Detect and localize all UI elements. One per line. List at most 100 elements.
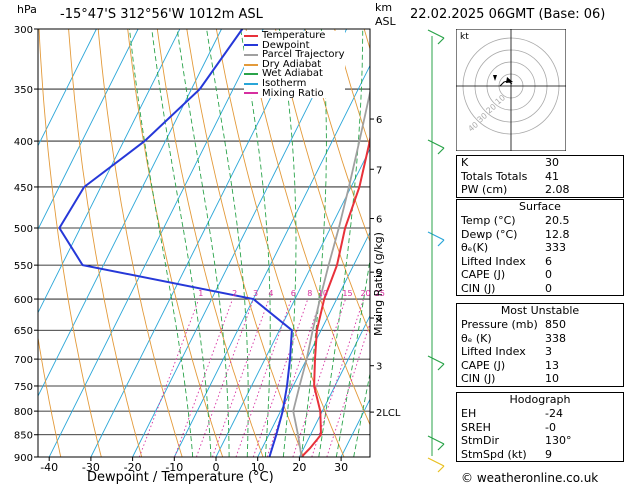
row-label: K <box>461 156 469 169</box>
dry-adiabat-line <box>156 29 264 457</box>
wet-adiabat-line <box>278 29 297 457</box>
table-title: Hodograph <box>509 393 571 406</box>
height-tick-label: 6 <box>376 115 382 126</box>
pressure-tick-label: 900 <box>14 453 33 464</box>
isotherm-line <box>38 29 97 147</box>
wind-barb <box>427 29 445 39</box>
table-row: Pressure (mb) 850 <box>457 318 623 332</box>
dewpoint-profile <box>58 29 293 457</box>
row-value: 20.5 <box>545 214 570 227</box>
isotherm-line <box>215 147 370 457</box>
hodograph: kt 10 20 30 40 <box>456 29 566 151</box>
wet-adiabat-line <box>335 257 370 457</box>
legend-item: Dry Adiabat <box>244 59 345 70</box>
temperature-tick-label: 20 <box>292 461 306 474</box>
row-value: 41 <box>545 169 559 183</box>
hodograph-table: Hodograph EH -24 SREH -0 StmDir 130° StmSpd (kt… <box>456 392 624 462</box>
height-tick-label: 7 <box>376 165 382 176</box>
row-value: 6 <box>545 254 552 268</box>
row-value: -0 <box>545 420 556 434</box>
pressure-tick-label: 650 <box>14 326 33 337</box>
pressure-tick-label: 550 <box>14 261 33 272</box>
row-value: 0 <box>545 281 552 295</box>
legend-swatch <box>244 53 258 56</box>
row-value: 2.08 <box>545 183 570 196</box>
legend-label: Isotherm <box>262 77 307 89</box>
hpa-unit-label: hPa <box>17 3 37 16</box>
pressure-tick-label: 700 <box>14 355 33 366</box>
mixing-ratio-line <box>174 298 234 457</box>
row-label: StmDir <box>461 434 500 447</box>
dry-adiabat-line <box>127 29 224 457</box>
table-row: EH -24 <box>457 407 623 421</box>
table-row: StmDir 130° <box>457 434 623 448</box>
wind-barb <box>437 363 445 371</box>
isotherm-line <box>257 231 370 457</box>
mixing-ratio-label: 15 <box>342 289 352 298</box>
row-value: 333 <box>545 241 566 254</box>
mixing-ratio-label: 4 <box>268 289 273 298</box>
pressure-tick-label: 350 <box>14 85 33 96</box>
temperature-tick-label: -30 <box>82 461 100 474</box>
location-title: -15°47'S 312°56'W 1012m ASL <box>60 7 263 22</box>
table-row: CAPE (J) 0 <box>457 268 623 282</box>
row-value: 13 <box>545 358 559 372</box>
row-label: Lifted Index <box>461 254 526 268</box>
temperature-tick-label: 0 <box>213 461 220 474</box>
row-label: EH <box>461 407 477 420</box>
height-tick-label: 2LCL <box>376 408 401 419</box>
legend-item: Dewpoint <box>244 40 345 51</box>
pressure-tick-label: 600 <box>14 295 33 306</box>
dry-adiabat-line <box>97 29 183 457</box>
height-tick-label: 4 <box>376 314 382 325</box>
wind-barb <box>437 37 445 45</box>
datetime-title: 22.02.2025 06GMT (Base: 06) <box>410 7 606 22</box>
pressure-tick-label: 400 <box>14 137 33 148</box>
legend-swatch <box>244 92 258 95</box>
wind-barb <box>427 435 445 445</box>
pressure-tick-label: 500 <box>14 224 33 235</box>
wet-adiabat-line <box>240 29 271 457</box>
table-row: Temp (°C) 20.5 <box>457 214 623 228</box>
mixing-ratio-line <box>138 298 200 457</box>
table-row: CAPE (J) 13 <box>457 359 623 373</box>
legend-swatch <box>244 44 258 47</box>
isotherm-line <box>132 29 348 457</box>
dry-adiabat-line <box>38 335 62 457</box>
row-label: Dewp (°C) <box>461 227 518 241</box>
row-value: 130° <box>545 434 572 447</box>
surface-table: Surface Temp (°C) 20.5 Dewp (°C) 12.8 θₑ(K) 33… <box>456 199 624 296</box>
table-row: θₑ(K) 333 <box>457 241 623 255</box>
dry-adiabat-line <box>68 29 143 457</box>
wind-barb <box>437 465 445 473</box>
temperature-tick-label: -20 <box>124 461 142 474</box>
row-label: CIN (J) <box>461 281 496 295</box>
isotherm-line <box>38 29 222 398</box>
storm-motion-marker <box>506 77 513 83</box>
chart-legend: Temperature Dewpoint Parcel Trajectory Dry … <box>244 31 345 99</box>
mixing-ratio-label: 3 <box>253 289 258 298</box>
pressure-tick-label: 750 <box>14 382 33 393</box>
legend-item: Isotherm <box>244 79 345 89</box>
height-tick-label: 3 <box>376 362 382 373</box>
height-tick-label: 5 <box>376 268 382 279</box>
wind-barb <box>427 231 445 241</box>
row-value: -24 <box>545 407 563 420</box>
most-unstable-table: Most Unstable Pressure (mb) 850 θₑ (K) 338 Li… <box>456 303 624 387</box>
legend-item: Wet Adiabat <box>244 69 345 79</box>
copyright-text: © weatheronline.co.uk <box>461 471 599 485</box>
dry-adiabat-line <box>334 29 370 149</box>
dry-adiabat-line <box>215 29 345 457</box>
row-label: Totals Totals <box>461 169 528 183</box>
row-label: StmSpd (kt) <box>461 447 527 461</box>
wind-barb <box>437 443 445 451</box>
table-row: CIN (J) 10 <box>457 372 623 386</box>
table-title: Surface <box>519 200 561 213</box>
table-row: StmSpd (kt) 9 <box>457 448 623 462</box>
legend-item: Mixing Ratio <box>244 88 345 99</box>
legend-swatch <box>244 73 258 76</box>
mixing-ratio-label: 6 <box>291 289 296 298</box>
pressure-tick-label: 450 <box>14 183 33 194</box>
table-row: K 30 <box>457 156 623 170</box>
isotherm-line <box>48 29 264 457</box>
